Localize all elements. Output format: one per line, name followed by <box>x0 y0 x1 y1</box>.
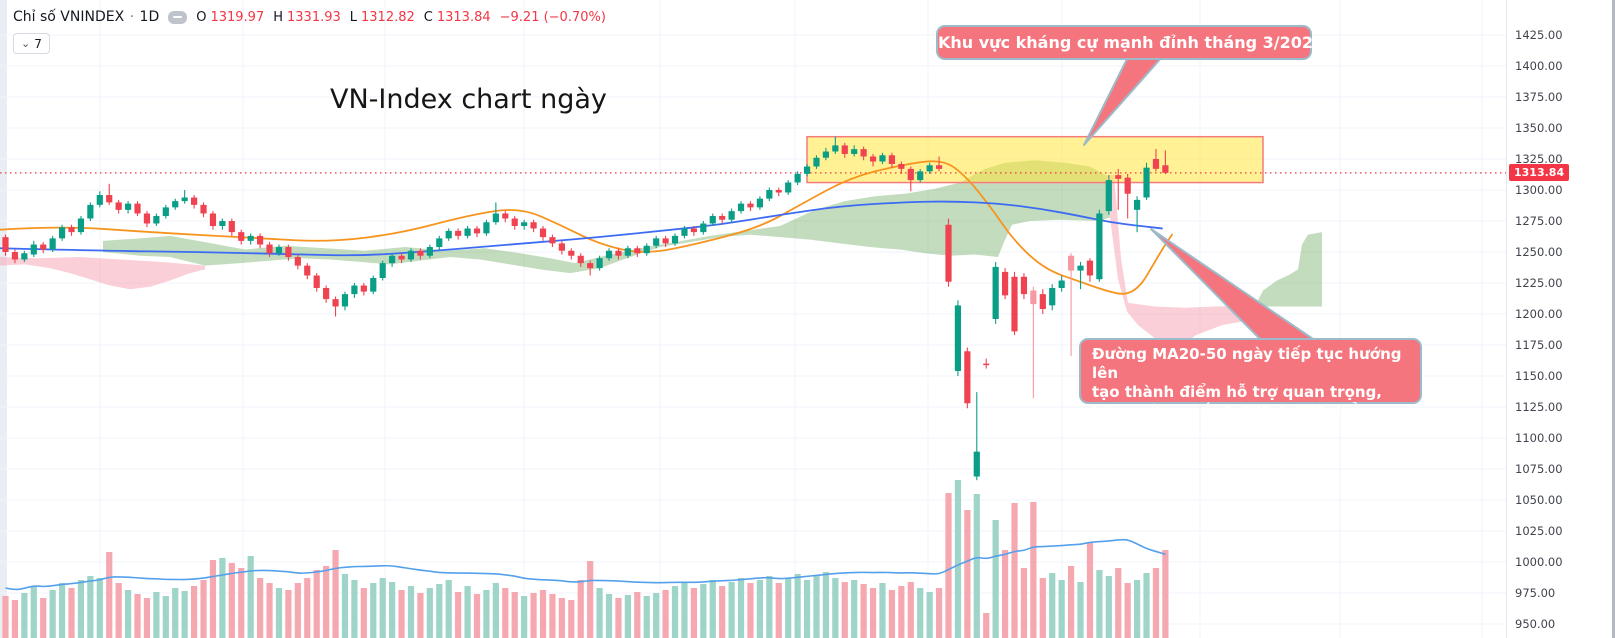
minus-icon <box>173 16 183 18</box>
hide-symbol-chip[interactable] <box>168 10 188 24</box>
open-value: 1319.97 <box>210 9 265 25</box>
price-tick-label: 1150.00 <box>1515 369 1563 383</box>
price-tick-label: 1400.00 <box>1515 59 1563 73</box>
price-tick-label: 950.00 <box>1515 617 1556 631</box>
price-scale[interactable]: 1313.84 1425.00 1400.00 1375.00 1350.00 1325… <box>1506 0 1614 638</box>
close-label: C <box>423 9 433 25</box>
legend-separator: · <box>129 9 135 25</box>
right-edge-border <box>1612 0 1615 638</box>
price-tick-label: 1200.00 <box>1515 307 1563 321</box>
price-tick-label: 1350.00 <box>1515 121 1563 135</box>
last-price-badge: 1313.84 <box>1509 164 1570 182</box>
timeframe-label: 1D <box>139 9 160 25</box>
annotation-resistance-callout[interactable]: Khu vực kháng cự mạnh đỉnh tháng 3/2025 <box>936 25 1324 60</box>
price-tick-label: 1375.00 <box>1515 90 1563 104</box>
price-tick-label: 1175.00 <box>1515 338 1563 352</box>
price-tick-label: 1075.00 <box>1515 462 1563 476</box>
symbol-title[interactable]: Chỉ số VNINDEX · 1D <box>13 9 159 25</box>
low-label: L <box>349 9 358 25</box>
chevron-down-icon: ⌄ <box>21 36 31 50</box>
indicators-collapse-button[interactable]: ⌄ 7 <box>13 33 50 54</box>
price-tick-label: 1225.00 <box>1515 276 1563 290</box>
ohlc-readout: O 1319.97 H 1331.93 L 1312.82 C 1313.84 −9.2… <box>196 10 606 25</box>
price-tick-label: 1025.00 <box>1515 524 1563 538</box>
price-tick-label: 1300.00 <box>1515 183 1563 197</box>
high-value: 1331.93 <box>287 9 341 25</box>
annotation-support-line2: tạo thành điểm hỗ trợ quan trọng, <box>1092 383 1383 401</box>
price-tick-label: 1325.00 <box>1515 152 1563 166</box>
symbol-name: Chỉ số VNINDEX <box>13 9 125 25</box>
price-tick-label: 975.00 <box>1515 586 1556 600</box>
open-label: O <box>196 9 207 25</box>
price-tick-label: 1050.00 <box>1515 493 1563 507</box>
annotation-resistance-text: Khu vực kháng cự mạnh đỉnh tháng 3/2025 <box>938 33 1325 52</box>
close-value: 1313.84 <box>436 9 491 25</box>
price-tick-label: 1100.00 <box>1515 431 1563 445</box>
low-value: 1312.82 <box>361 9 415 25</box>
annotation-support-line1: Đường MA20-50 ngày tiếp tục hướng lên <box>1092 345 1402 382</box>
annotation-support-line3: tương ứng mốc 1.270-1.280 điểm <box>1092 402 1373 420</box>
price-tick-label: 1275.00 <box>1515 214 1563 228</box>
price-tick-label: 1250.00 <box>1515 245 1563 259</box>
change-value: −9.21 (−0.70%) <box>499 9 606 25</box>
indicators-count: 7 <box>34 36 42 51</box>
price-tick-label: 1125.00 <box>1515 400 1563 414</box>
chart-title-annotation[interactable]: VN-Index chart ngày <box>330 84 607 115</box>
left-gutter <box>0 0 7 638</box>
price-tick-label: 1425.00 <box>1515 28 1563 42</box>
annotation-support-callout[interactable]: Đường MA20-50 ngày tiếp tục hướng lên tạ… <box>1079 338 1422 420</box>
price-tick-label: 1000.00 <box>1515 555 1563 569</box>
high-label: H <box>273 9 283 25</box>
